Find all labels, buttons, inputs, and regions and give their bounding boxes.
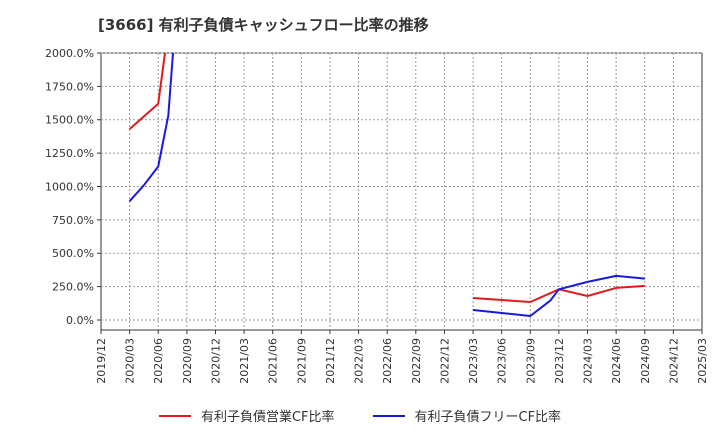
x-tick-label: 2025/03	[696, 338, 709, 384]
x-tick-label: 2023/06	[496, 338, 509, 384]
y-tick-label: 500.0%	[52, 247, 94, 260]
y-tick-label: 1250.0%	[45, 147, 94, 160]
y-tick-label: 250.0%	[52, 281, 94, 294]
y-tick-label: 1500.0%	[45, 114, 94, 127]
legend-swatch	[372, 414, 405, 417]
x-tick-label: 2020/06	[152, 338, 165, 384]
x-tick-label: 2023/09	[524, 338, 537, 384]
x-tick-label: 2020/03	[124, 338, 137, 384]
series-line-2	[128, 53, 175, 202]
x-tick-label: 2020/09	[181, 338, 194, 384]
x-tick-label: 2024/12	[667, 338, 680, 384]
y-axis-ticks: 0.0% 250.0% 500.0% 750.0% 1000.0% 1250.0% 1500…	[45, 47, 101, 327]
x-tick-label: 2024/03	[582, 338, 595, 384]
legend-label: 有利子負債営業CF比率	[200, 410, 335, 425]
series-lines	[128, 53, 645, 317]
x-tick-label: 2024/09	[639, 338, 652, 384]
y-tick-label: 750.0%	[52, 214, 94, 227]
x-tick-label: 2022/09	[410, 338, 423, 384]
series-line-1	[472, 284, 645, 303]
x-tick-label: 2023/03	[467, 338, 480, 384]
x-tick-label: 2022/03	[353, 338, 366, 384]
legend-swatch	[158, 414, 191, 417]
legend-label: 有利子負債フリーCF比率	[414, 410, 562, 425]
y-tick-label: 1750.0%	[45, 80, 94, 93]
y-tick-label: 1000.0%	[45, 180, 94, 193]
plot-background	[100, 52, 703, 331]
x-tick-label: 2021/06	[267, 338, 280, 384]
x-tick-label: 2023/12	[553, 338, 566, 384]
legend: 有利子負債営業CF比率 有利子負債フリーCF比率	[0, 406, 720, 425]
x-tick-label: 2021/09	[295, 338, 308, 384]
x-tick-label: 2022/06	[381, 338, 394, 384]
x-tick-label: 2021/03	[238, 338, 251, 384]
x-axis-ticks: 2019/12 2020/03 2020/06 2020/09 2020/12 2021/…	[95, 330, 709, 384]
series-line-2	[472, 274, 645, 317]
x-tick-label: 2022/12	[438, 338, 451, 384]
grid-lines	[101, 52, 702, 330]
y-tick-label: 0.0%	[66, 314, 94, 327]
legend-item-2: 有利子負債フリーCF比率	[372, 406, 562, 425]
x-tick-label: 2019/12	[95, 338, 108, 384]
chart-title: [3666] 有利子負債キャッシュフロー比率の推移	[98, 16, 429, 34]
series-line-1	[128, 53, 167, 130]
x-tick-label: 2024/06	[610, 338, 623, 384]
x-tick-label: 2020/12	[209, 338, 222, 384]
legend-item-1: 有利子負債営業CF比率	[158, 406, 335, 425]
x-tick-label: 2021/12	[324, 338, 337, 384]
y-tick-label: 2000.0%	[45, 47, 94, 60]
